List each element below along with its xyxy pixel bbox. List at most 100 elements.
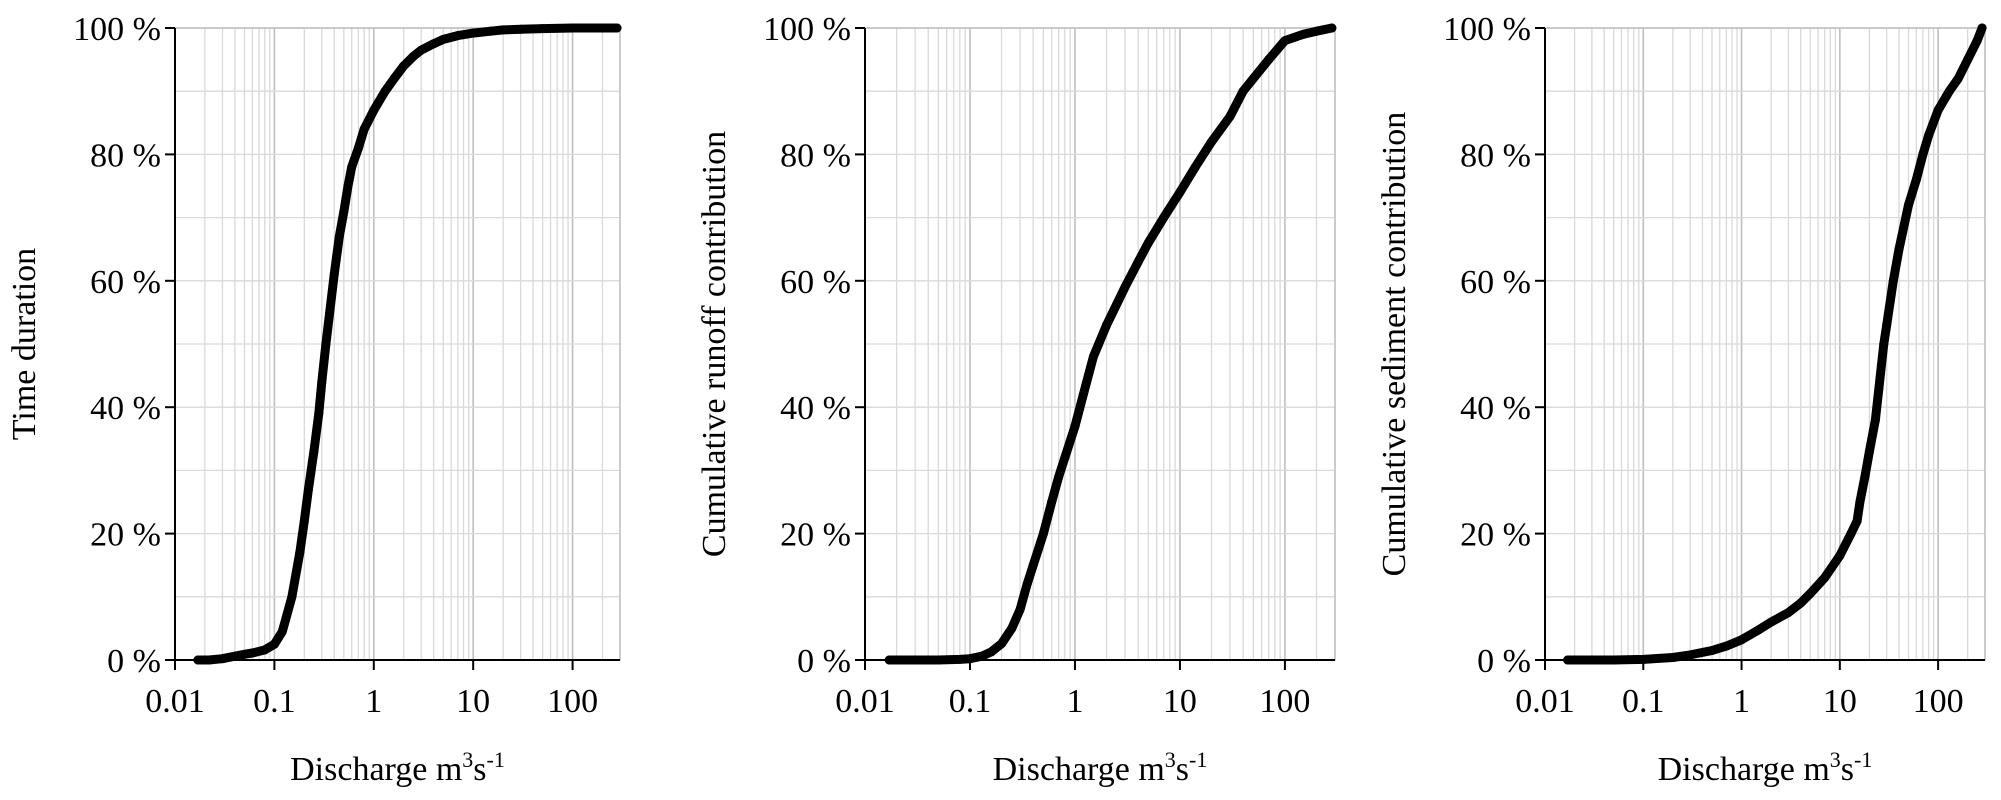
data-point	[1855, 497, 1865, 507]
data-point	[585, 23, 595, 33]
data-point	[1060, 453, 1070, 463]
data-point	[1264, 55, 1274, 65]
data-point	[239, 649, 249, 659]
y-tick-label: 100 %	[1443, 11, 1531, 48]
data-point	[193, 655, 203, 665]
x-tick-label: 10	[1823, 683, 1857, 720]
data-point	[1563, 655, 1573, 665]
x-axis-title-superscript: -1	[1854, 747, 1872, 772]
data-series	[1563, 23, 1987, 665]
x-axis-title-text: s	[473, 751, 486, 788]
data-point	[269, 639, 279, 649]
y-tick-label: 60 %	[90, 264, 161, 301]
data-point	[353, 143, 363, 153]
data-point	[299, 516, 309, 526]
data-point	[1852, 516, 1862, 526]
y-axis-title: Cumulative runoff contribution	[696, 131, 733, 557]
data-point	[1707, 646, 1717, 656]
data-point	[1864, 446, 1874, 456]
data-point	[1737, 635, 1747, 645]
data-point	[568, 23, 578, 33]
data-point	[612, 23, 622, 33]
data-point	[884, 655, 894, 665]
data-point	[1312, 26, 1322, 36]
data-point	[1609, 655, 1619, 665]
data-point	[1175, 187, 1185, 197]
y-axis-title: Time duration	[6, 248, 43, 440]
y-tick-label: 40 %	[90, 390, 161, 427]
data-point	[955, 654, 965, 664]
y-axis-title: Cumulative sediment contribution	[1376, 112, 1413, 577]
x-tick-label: 10	[456, 683, 490, 720]
y-tick-label: 20 %	[780, 517, 851, 554]
data-point	[1944, 86, 1954, 96]
data-point	[1882, 320, 1892, 330]
y-tick-label: 40 %	[1460, 390, 1531, 427]
data-point	[1102, 320, 1112, 330]
x-tick-label: 0.1	[253, 683, 296, 720]
data-point	[1022, 579, 1032, 589]
data-point	[1238, 86, 1248, 96]
data-point	[277, 627, 287, 637]
data-series	[193, 23, 622, 665]
data-point	[1120, 282, 1130, 292]
x-axis-title-text: Discharge m	[290, 751, 462, 788]
data-point	[1047, 497, 1057, 507]
data-point	[217, 654, 227, 664]
x-tick-label: 0.01	[1515, 683, 1575, 720]
y-tick-label: 20 %	[90, 517, 161, 554]
data-point	[1088, 352, 1098, 362]
data-point	[1888, 276, 1898, 286]
data-point	[933, 655, 943, 665]
data-point	[1972, 36, 1982, 46]
x-axis-title-superscript: -1	[1189, 747, 1207, 772]
data-point	[1133, 257, 1143, 267]
data-point	[399, 61, 409, 71]
data-point	[1894, 244, 1904, 254]
data-point	[329, 269, 339, 279]
grid	[1544, 27, 1985, 660]
x-axis-title-text: s	[1841, 751, 1854, 788]
data-point	[486, 26, 496, 36]
grid	[864, 27, 1335, 660]
data-series	[884, 23, 1337, 665]
data-point	[1918, 149, 1928, 159]
data-point	[260, 645, 270, 655]
chart-panel-3: 0.01 0.1 1 10 100 0 % 20 % 40 % 60 % 80 % 100 % Dis…	[1376, 11, 1987, 788]
x-tick-label: 0.1	[949, 683, 992, 720]
data-point	[1953, 74, 1963, 84]
x-axis-title-superscript: -1	[487, 747, 505, 772]
data-point	[1143, 238, 1153, 248]
data-point	[1070, 421, 1080, 431]
data-point	[1638, 654, 1648, 664]
data-point	[334, 232, 344, 242]
data-point	[230, 651, 240, 661]
x-axis-title-superscript: 3	[462, 747, 473, 772]
data-point	[1280, 36, 1290, 46]
data-point	[1078, 390, 1088, 400]
data-point	[468, 28, 478, 38]
data-point	[1248, 74, 1258, 84]
data-point	[295, 548, 305, 558]
data-point	[1911, 175, 1921, 185]
x-axis-title-superscript: 3	[1165, 747, 1176, 772]
x-tick-label: 0.1	[1622, 683, 1665, 720]
data-point	[1721, 641, 1731, 651]
data-point	[287, 592, 297, 602]
data-point	[317, 377, 327, 387]
y-tick-label: 80 %	[90, 137, 161, 174]
data-point	[438, 34, 448, 44]
data-point	[910, 655, 920, 665]
y-tick-label: 100 %	[763, 11, 851, 48]
x-tick-label: 100	[547, 683, 598, 720]
chart-panel-2: 0.01 0.1 1 10 100 0 % 20 % 40 % 60 % 80 % 100 % Dis…	[696, 11, 1337, 788]
data-point	[247, 648, 257, 658]
data-point	[408, 51, 418, 61]
data-point	[1190, 162, 1200, 172]
chart-panel-1: 0.01 0.1 1 10 100 0 % 20 % 40 % 60 % 80 % 100 % Dis…	[6, 11, 622, 788]
data-point	[986, 647, 996, 657]
data-point	[314, 409, 324, 419]
data-point	[1796, 598, 1806, 608]
x-axis-title: Discharge m3s-1	[1658, 747, 1873, 788]
